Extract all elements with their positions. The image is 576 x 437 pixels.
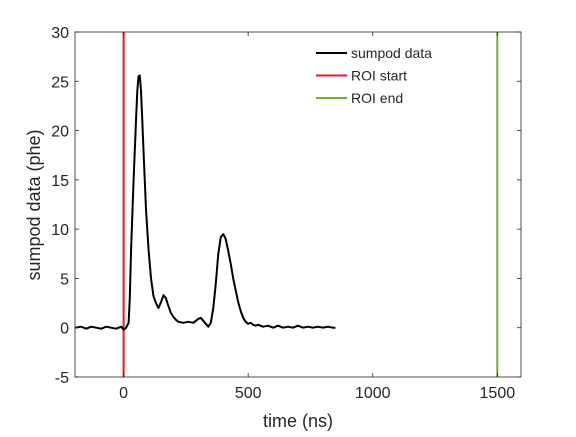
legend: sumpod data ROI start ROI end — [316, 45, 432, 106]
series-line-sumpod-data — [74, 74, 336, 331]
x-tick-label: 1500 — [480, 385, 516, 402]
series-layer — [74, 32, 499, 377]
y-tick-label: 30 — [51, 25, 69, 42]
y-tick-label: 0 — [60, 321, 69, 338]
plot-area — [75, 32, 521, 377]
y-axis-ticks: -5 0 5 10 15 20 25 30 — [51, 25, 521, 387]
y-tick-label: 10 — [51, 222, 69, 239]
x-tick-label: 1000 — [355, 385, 391, 402]
axes-box — [74, 31, 522, 378]
y-axis-label: sumpod data (phe) — [24, 129, 44, 280]
y-tick-label: -5 — [55, 370, 69, 387]
y-tick-label: 20 — [51, 124, 69, 141]
x-tick-label: 500 — [235, 385, 262, 402]
x-axis-ticks: 0 500 1000 1500 — [119, 32, 515, 402]
x-tick-label: 0 — [119, 385, 128, 402]
legend-label: sumpod data — [351, 45, 432, 61]
y-tick-label: 25 — [51, 74, 69, 91]
y-tick-label: 5 — [60, 271, 69, 288]
legend-label: ROI end — [351, 90, 403, 106]
x-axis-label: time (ns) — [263, 411, 333, 431]
y-tick-label: 15 — [51, 173, 69, 190]
legend-label: ROI start — [351, 68, 407, 84]
